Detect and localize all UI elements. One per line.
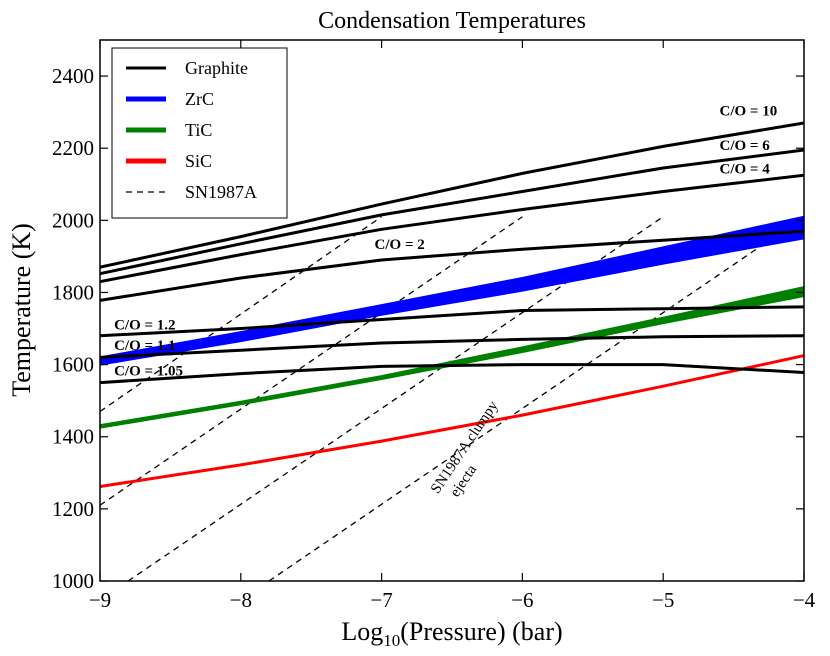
y-tick-label-5: 2000 <box>52 208 94 232</box>
y-tick-label-0: 1000 <box>52 569 94 593</box>
graphite-line-6 <box>100 334 804 359</box>
y-tick-label-6: 2200 <box>52 136 94 160</box>
y-tick-label-7: 2400 <box>52 64 94 88</box>
x-tick-label-1: −8 <box>230 588 252 612</box>
y-axis-title: Temperature (K) <box>7 223 36 397</box>
x-axis-title-subscript: 10 <box>383 631 400 650</box>
graphite-line-5 <box>100 305 804 338</box>
co-ratio-label-6: C/O = 1.1 <box>114 338 175 354</box>
plot-frame <box>99 39 805 582</box>
co-ratio-label-2: C/O = 6 <box>720 138 771 154</box>
x-axis-title-suffix: (Pressure) (bar) <box>400 617 562 646</box>
chart-title: Condensation Temperatures <box>318 8 586 34</box>
co-ratio-label-5: C/O = 1.2 <box>114 318 175 334</box>
co-ratio-label-1: C/O = 10 <box>720 104 778 120</box>
sn1987a-line-3 <box>268 216 804 581</box>
y-tick-labels: 1000 1200 1400 1600 1800 2000 2200 2400 <box>52 64 94 593</box>
y-tick-label-4: 1800 <box>52 280 94 304</box>
legend-box <box>111 47 288 219</box>
sn1987a-line-1 <box>100 216 523 506</box>
legend-label-graphite: Graphite <box>185 58 248 78</box>
x-tick-label-2: −7 <box>370 588 392 612</box>
graphite-line-7 <box>100 363 804 385</box>
legend-label-sic: SiC <box>185 151 212 171</box>
y-tick-label-1: 1200 <box>52 497 94 521</box>
tic-band <box>100 286 804 429</box>
x-tick-labels: −9 −8 −7 −6 −5 −4 <box>89 588 816 612</box>
co-ratio-label-7: C/O = 1.05 <box>114 363 183 379</box>
graphite-line-4 <box>100 229 804 302</box>
graphite-line-3 <box>100 173 804 284</box>
x-tick-label-3: −6 <box>511 588 533 612</box>
graphite-line-2 <box>100 148 804 276</box>
plot-marks <box>100 121 804 581</box>
x-axis-title-prefix: Log <box>341 617 383 646</box>
sic-line <box>100 354 804 488</box>
x-tick-label-5: −4 <box>793 588 816 612</box>
axis-ticks <box>99 40 805 582</box>
legend-label-sn: SN1987A <box>185 182 257 202</box>
graphite-line-1 <box>100 121 804 269</box>
legend-label-tic: TiC <box>185 120 212 140</box>
legend: Graphite ZrC TiC SiC SN1987A <box>111 47 288 219</box>
y-tick-label-3: 1600 <box>52 353 94 377</box>
x-axis-title: Log10(Pressure) (bar) <box>341 617 562 650</box>
co-ratio-label-4: C/O = 2 <box>375 237 425 253</box>
y-tick-label-2: 1400 <box>52 425 94 449</box>
co-ratio-label-3: C/O = 4 <box>720 161 771 177</box>
x-tick-label-4: −5 <box>652 588 674 612</box>
x-tick-label-0: −9 <box>89 588 111 612</box>
legend-label-zrc: ZrC <box>185 89 214 109</box>
